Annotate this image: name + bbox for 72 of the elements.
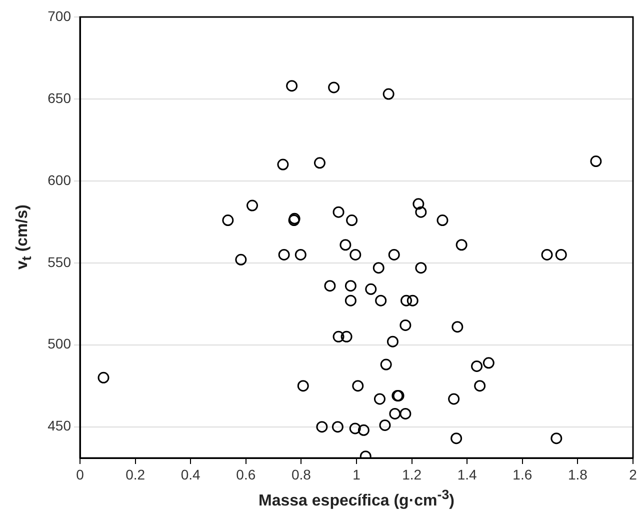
x-tick-label: 0.2: [126, 466, 146, 482]
point: [590, 156, 602, 168]
point: [388, 248, 400, 260]
point: [352, 380, 364, 392]
x-tick-label: 0: [76, 466, 84, 482]
point: [316, 421, 328, 433]
point: [400, 294, 412, 306]
x-tick-label: 0.4: [180, 466, 201, 482]
y-tick-label: 600: [48, 172, 72, 188]
point: [374, 393, 386, 405]
point: [412, 198, 424, 210]
point: [340, 330, 352, 342]
x-tick-label: 1.8: [568, 466, 588, 482]
point: [406, 294, 418, 306]
point: [328, 82, 340, 94]
point: [324, 280, 336, 292]
point: [389, 408, 401, 420]
point: [382, 88, 394, 100]
point: [400, 408, 412, 420]
point: [379, 419, 391, 431]
point: [436, 214, 448, 226]
point: [365, 283, 377, 295]
point: [372, 262, 384, 274]
x-tick-label: 1.6: [512, 466, 532, 482]
y-tick-label: 650: [48, 90, 72, 106]
y-tick-label: 450: [48, 418, 72, 434]
x-tick-label: 0.8: [291, 466, 312, 482]
point: [450, 432, 462, 444]
point: [286, 80, 298, 92]
point: [380, 358, 392, 370]
point: [344, 280, 356, 292]
point: [452, 321, 464, 333]
point: [332, 421, 344, 433]
point: [541, 248, 553, 260]
point: [277, 158, 289, 170]
point: [294, 248, 306, 260]
point: [340, 239, 352, 251]
point: [415, 262, 427, 274]
x-tick-label: 1: [352, 466, 361, 482]
x-axis-title: Massa específica (g·cm$^{-3}$): [258, 487, 456, 510]
point: [278, 248, 290, 260]
point: [332, 206, 344, 218]
point: [375, 294, 387, 306]
point: [456, 239, 468, 251]
point: [297, 380, 309, 392]
point: [358, 424, 370, 436]
point: [448, 393, 460, 405]
point: [555, 248, 567, 260]
y-tick-label: 500: [48, 336, 72, 352]
point: [246, 200, 258, 212]
point: [332, 330, 344, 342]
point: [222, 214, 234, 226]
point: [98, 372, 110, 384]
point: [350, 248, 362, 260]
x-tick-label: 0.6: [236, 466, 256, 482]
point: [474, 380, 486, 392]
point: [482, 357, 494, 369]
point: [400, 319, 412, 331]
point: [415, 206, 427, 218]
x-tick-label: 1.4: [457, 466, 478, 482]
x-tick-label: 2: [629, 466, 638, 482]
point: [346, 214, 358, 226]
x-tick-label: 1.2: [402, 466, 422, 482]
point: [550, 432, 562, 444]
point: [314, 157, 326, 169]
point: [386, 336, 398, 348]
y-tick-label: 700: [48, 8, 72, 24]
point: [235, 254, 247, 266]
point: [344, 294, 356, 306]
y-tick-label: 550: [48, 254, 72, 270]
point: [471, 360, 483, 372]
point: [349, 422, 361, 434]
